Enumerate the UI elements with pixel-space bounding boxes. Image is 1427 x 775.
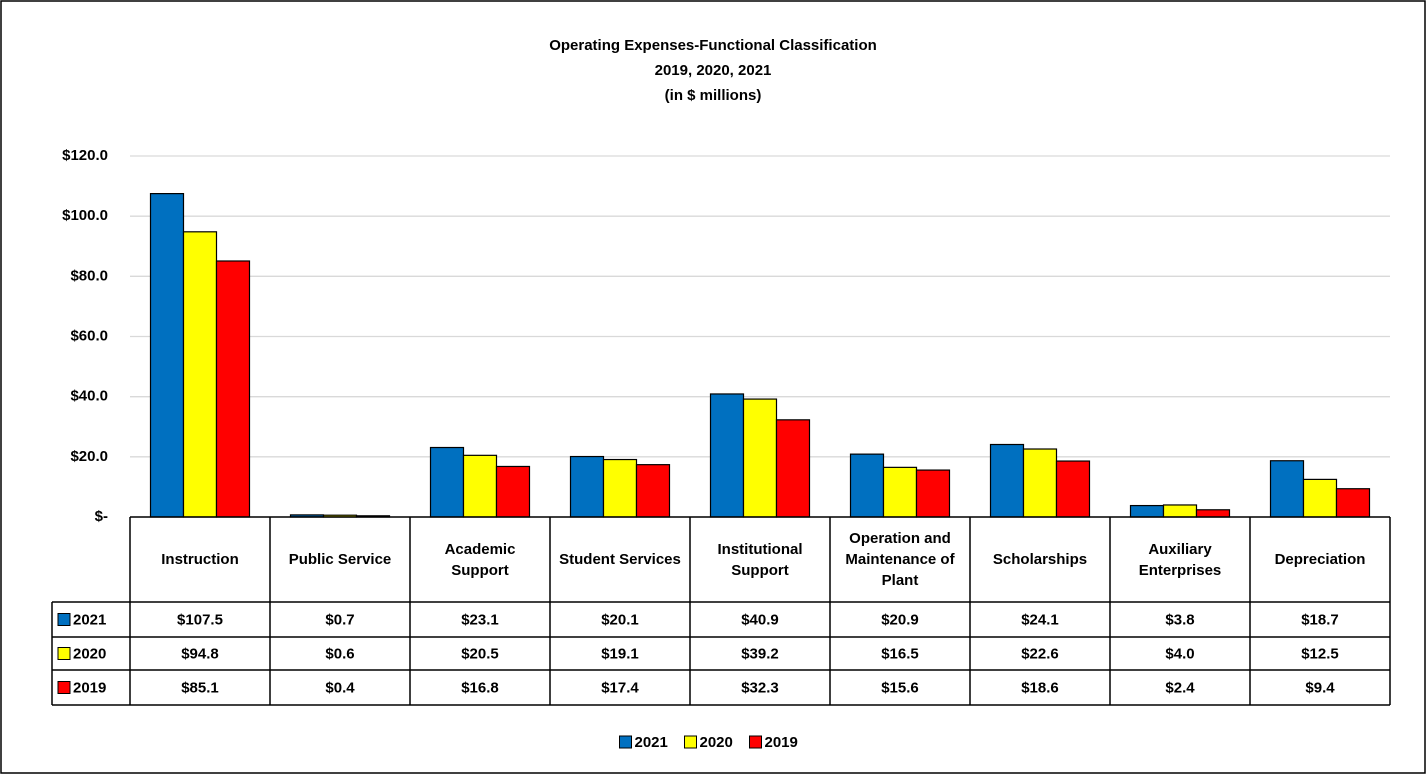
bar bbox=[775, 419, 811, 518]
y-tick-label: $60.0 bbox=[70, 327, 108, 344]
table-value: $16.5 bbox=[881, 645, 919, 662]
bar bbox=[849, 453, 885, 518]
bar bbox=[1129, 504, 1165, 518]
bar bbox=[215, 260, 251, 518]
y-tick-label: $100.0 bbox=[62, 207, 108, 224]
bar bbox=[1335, 488, 1371, 518]
bar bbox=[709, 393, 745, 518]
row-label: 2019 bbox=[73, 679, 106, 696]
bar bbox=[989, 443, 1025, 518]
bar bbox=[1195, 509, 1231, 518]
bar bbox=[602, 458, 638, 518]
bar bbox=[882, 466, 918, 518]
category-cell: Operation and Maintenance of Plant bbox=[845, 530, 955, 589]
row-label: 2021 bbox=[73, 611, 106, 628]
table-value: $3.8 bbox=[1165, 611, 1194, 628]
legend-key bbox=[57, 613, 71, 626]
bar bbox=[1055, 460, 1091, 518]
x-tick-label: Public Service bbox=[288, 551, 392, 568]
bar bbox=[1302, 478, 1338, 518]
table-value: $12.5 bbox=[1301, 645, 1339, 662]
row-label: 2020 bbox=[73, 645, 106, 662]
y-tick-label: $40.0 bbox=[70, 388, 108, 405]
x-tick-label: Operation and Maintenance of Plant bbox=[845, 530, 955, 589]
bar bbox=[495, 465, 531, 518]
table-value: $23.1 bbox=[461, 611, 499, 628]
bar bbox=[742, 398, 778, 518]
table-value: $32.3 bbox=[741, 679, 779, 696]
category-cell: Instruction bbox=[161, 551, 239, 568]
chart-title: Operating Expenses-Functional Classifica… bbox=[549, 37, 877, 54]
chart-title: (in $ millions) bbox=[665, 87, 762, 104]
table-value: $4.0 bbox=[1165, 645, 1194, 662]
table-value: $0.4 bbox=[325, 679, 355, 696]
legend-key bbox=[749, 735, 762, 749]
table-value: $24.1 bbox=[1021, 611, 1059, 628]
table-value: $85.1 bbox=[181, 679, 219, 696]
bar bbox=[915, 469, 951, 518]
bar bbox=[182, 231, 218, 518]
y-tick-label: $80.0 bbox=[70, 267, 108, 284]
category-cell: Student Services bbox=[559, 551, 681, 568]
y-tick-label: $120.0 bbox=[62, 147, 108, 164]
table-value: $20.9 bbox=[881, 611, 919, 628]
x-tick-label: Student Services bbox=[559, 551, 681, 568]
table-value: $22.6 bbox=[1021, 645, 1059, 662]
bar bbox=[1162, 504, 1198, 518]
bar bbox=[149, 193, 185, 518]
table-value: $19.1 bbox=[601, 645, 639, 662]
category-cell: Institutional Support bbox=[717, 540, 803, 579]
legend-key bbox=[57, 681, 71, 694]
table-value: $20.5 bbox=[461, 645, 499, 662]
table-value: $16.8 bbox=[461, 679, 499, 696]
x-tick-label: Institutional Support bbox=[717, 540, 803, 579]
table-value: $17.4 bbox=[601, 679, 639, 696]
table-value: $94.8 bbox=[181, 645, 219, 662]
legend-label: 2021 bbox=[635, 734, 668, 751]
bar bbox=[1022, 448, 1058, 518]
category-cell: Depreciation bbox=[1274, 551, 1366, 568]
legend-key bbox=[684, 735, 697, 749]
x-tick-label: Academic Support bbox=[444, 540, 516, 579]
table-value: $40.9 bbox=[741, 611, 779, 628]
table-value: $107.5 bbox=[177, 611, 223, 628]
table-value: $2.4 bbox=[1165, 679, 1195, 696]
table-value: $18.6 bbox=[1021, 679, 1059, 696]
bar bbox=[462, 454, 498, 518]
y-tick-label: $- bbox=[95, 508, 108, 525]
bar bbox=[569, 455, 605, 518]
legend-key bbox=[57, 647, 71, 660]
bar bbox=[1269, 460, 1305, 518]
table-value: $20.1 bbox=[601, 611, 639, 628]
table-value: $9.4 bbox=[1305, 679, 1335, 696]
x-tick-label: Auxiliary Enterprises bbox=[1138, 540, 1222, 579]
category-cell: Academic Support bbox=[444, 540, 516, 579]
x-tick-label: Depreciation bbox=[1274, 551, 1366, 568]
bar bbox=[635, 464, 671, 518]
table-value: $0.6 bbox=[325, 645, 354, 662]
legend-label: 2020 bbox=[700, 734, 733, 751]
table-value: $39.2 bbox=[741, 645, 779, 662]
chart-title: 2019, 2020, 2021 bbox=[655, 62, 772, 79]
category-cell: Auxiliary Enterprises bbox=[1138, 540, 1222, 579]
x-tick-label: Scholarships bbox=[992, 551, 1088, 568]
category-cell: Scholarships bbox=[992, 551, 1088, 568]
category-cell: Public Service bbox=[288, 551, 392, 568]
legend-label: 2019 bbox=[765, 734, 798, 751]
table-value: $15.6 bbox=[881, 679, 919, 696]
table-value: $18.7 bbox=[1301, 611, 1339, 628]
table-value: $0.7 bbox=[325, 611, 354, 628]
y-tick-label: $20.0 bbox=[70, 448, 108, 465]
bar bbox=[429, 446, 465, 518]
legend-key bbox=[619, 735, 632, 749]
x-tick-label: Instruction bbox=[161, 551, 239, 568]
